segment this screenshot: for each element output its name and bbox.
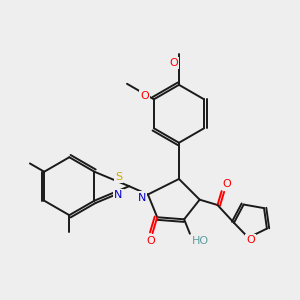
Text: O: O bbox=[140, 91, 149, 101]
Text: O: O bbox=[169, 58, 178, 68]
Text: O: O bbox=[146, 236, 155, 246]
Text: N: N bbox=[137, 193, 146, 202]
Text: HO: HO bbox=[192, 236, 209, 246]
Text: S: S bbox=[115, 172, 122, 182]
Text: N: N bbox=[114, 190, 122, 200]
Text: O: O bbox=[222, 179, 231, 189]
Text: O: O bbox=[246, 235, 255, 245]
